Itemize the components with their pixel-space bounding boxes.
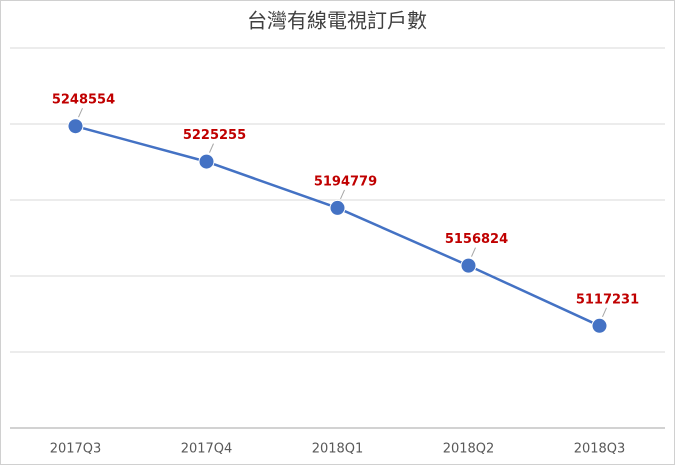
data-point xyxy=(198,153,215,170)
data-label: 5156824 xyxy=(445,232,508,247)
x-tick-label: 2017Q3 xyxy=(50,442,102,457)
leader-line xyxy=(471,247,476,257)
data-label: 5248554 xyxy=(52,93,115,108)
chart-title: 台灣有線電視訂戶數 xyxy=(247,9,427,33)
leader-line xyxy=(602,307,607,318)
data-point xyxy=(591,317,608,334)
leader-line xyxy=(209,143,214,153)
data-point xyxy=(460,257,477,274)
x-tick-label: 2018Q1 xyxy=(312,442,364,457)
x-tick-label: 2017Q4 xyxy=(181,442,233,457)
data-label: 5194779 xyxy=(314,174,377,189)
x-tick-label: 2018Q2 xyxy=(443,442,495,457)
data-point xyxy=(67,118,84,135)
x-tick-label: 2018Q3 xyxy=(574,442,626,457)
data-label: 5225255 xyxy=(183,128,246,143)
data-point xyxy=(329,199,346,216)
leader-line xyxy=(340,189,345,200)
leader-line xyxy=(78,107,83,118)
data-label: 5117231 xyxy=(576,292,639,307)
